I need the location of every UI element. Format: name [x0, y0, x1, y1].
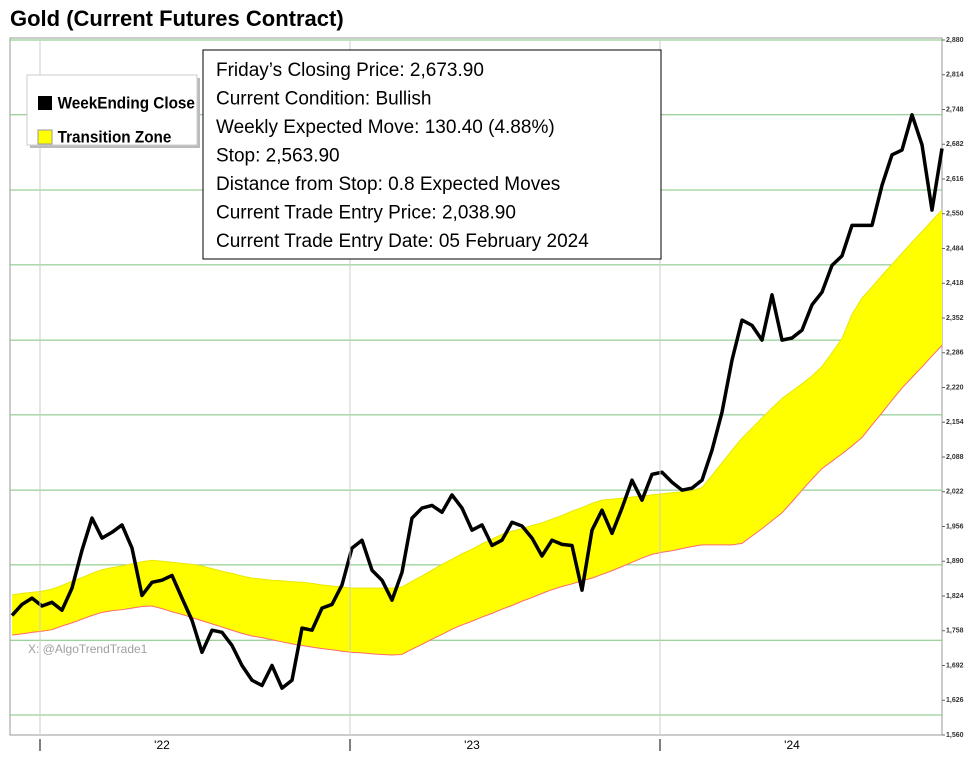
chart-title: Gold (Current Futures Contract) — [10, 6, 344, 31]
y-tick-label: 2,484 — [946, 245, 964, 252]
info-line: Stop: 2,563.90 — [216, 146, 340, 167]
y-tick-label: 1,758 — [946, 628, 964, 635]
y-tick-label: 1,824 — [946, 593, 964, 600]
info-line: Current Condition: Bullish — [216, 89, 431, 110]
y-tick-label: 2,616 — [946, 176, 964, 183]
y-tick-label: 2,088 — [946, 454, 964, 461]
y-tick-label: 2,022 — [946, 489, 964, 496]
info-line: Current Trade Entry Price: 2,038.90 — [216, 203, 516, 224]
y-tick-label: 1,956 — [946, 523, 964, 530]
x-tick-label: '23 — [464, 738, 480, 752]
info-line: Weekly Expected Move: 130.40 (4.88%) — [216, 117, 555, 138]
legend: WeekEnding Close Transition Zone — [26, 74, 200, 148]
y-tick-label: 2,682 — [946, 141, 964, 148]
info-line: Friday’s Closing Price: 2,673.90 — [216, 60, 484, 81]
close-line — [10, 113, 944, 690]
watermark: X: @AlgoTrendTrade1 — [28, 642, 148, 656]
y-tick-label: 2,748 — [946, 106, 964, 113]
info-frame — [202, 49, 662, 260]
y-tick-label: 2,814 — [946, 72, 964, 79]
y-tick-label: 1,560 — [946, 732, 964, 739]
y-tick-label: 2,880 — [946, 37, 964, 44]
y-tick-label: 2,550 — [946, 211, 964, 218]
transition-zone — [12, 210, 942, 655]
y-tick-label: 2,154 — [946, 419, 964, 426]
info-box: Friday’s Closing Price: 2,673.90 Current … — [202, 49, 662, 260]
x-tick-label: '24 — [784, 738, 800, 752]
x-tick-label: '22 — [154, 738, 170, 752]
y-tick-label: 2,418 — [946, 280, 964, 287]
y-tick-label: 2,352 — [946, 315, 964, 322]
zone-lower-edge — [11, 345, 943, 656]
y-tick-label: 1,626 — [946, 697, 964, 704]
y-tick-label: 1,692 — [946, 662, 964, 669]
info-line: Current Trade Entry Date: 05 February 20… — [216, 231, 589, 252]
y-tick-label: 1,890 — [946, 558, 964, 565]
legend-label: Transition Zone — [58, 128, 172, 147]
zone-upper-edge — [11, 209, 943, 596]
legend-swatch — [38, 96, 52, 110]
y-tick-label: 2,286 — [946, 350, 964, 357]
legend-swatch — [37, 129, 53, 145]
legend-box — [26, 74, 198, 146]
y-tick-label: 2,220 — [946, 384, 964, 391]
legend-label: WeekEnding Close — [58, 94, 195, 113]
info-line: Distance from Stop: 0.8 Expected Moves — [216, 174, 560, 195]
